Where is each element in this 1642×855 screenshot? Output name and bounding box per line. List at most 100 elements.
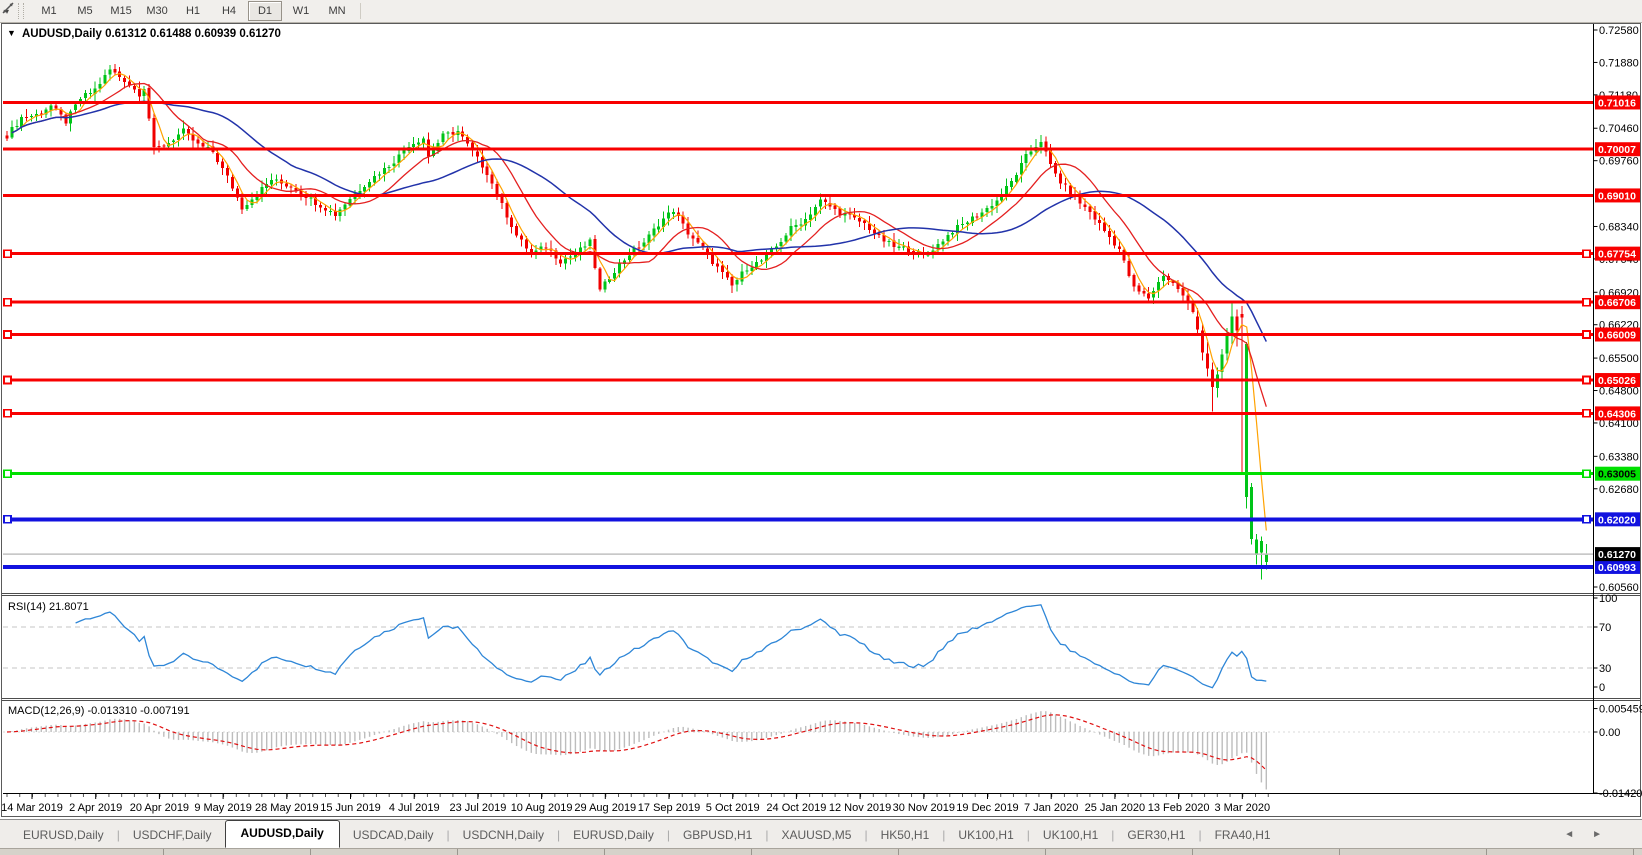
macd-panel: MACD(12,26,9) -0.013310 -0.007191 0.00545…: [3, 704, 1642, 800]
rsi-scale-label: 70: [1599, 622, 1611, 634]
svg-text:0.64306: 0.64306: [1598, 408, 1636, 420]
x-axis-label: 20 Apr 2019: [130, 802, 189, 814]
x-axis-label: 3 Mar 2020: [1214, 802, 1270, 814]
x-axis-label: 12 Nov 2019: [829, 802, 891, 814]
chart-tab-audusd-daily[interactable]: AUDUSD,Daily: [224, 819, 340, 848]
chart-tab-usdchf-daily[interactable]: USDCHF,Daily: [132, 827, 212, 842]
price-label-0.67754: 0.67754: [1595, 246, 1640, 261]
price-label-0.60993: 0.60993: [1595, 559, 1640, 574]
price-label-0.64306: 0.64306: [1595, 406, 1640, 421]
chart-tab-eurusd-daily[interactable]: EURUSD,Daily: [573, 827, 654, 842]
timeframe-button-d1[interactable]: D1: [248, 1, 283, 21]
strip-tick: [163, 849, 164, 855]
chart-tab-xauusd-m5[interactable]: XAUUSD,M5: [781, 827, 852, 842]
tab-separator: |: [864, 827, 868, 842]
x-axis-label: 10 Aug 2019: [511, 802, 573, 814]
chart-tab-gbpusd-h1[interactable]: GBPUSD,H1: [682, 827, 753, 842]
y-axis-label: 0.63380: [1599, 451, 1639, 463]
x-axis-label: 5 Oct 2019: [706, 802, 760, 814]
y-axis-label: 0.64800: [1599, 386, 1639, 398]
time-axis: 14 Mar 2019 2 Apr 2019 20 Apr 2019 9 May 20…: [1, 794, 1270, 814]
svg-text:0.69010: 0.69010: [1598, 190, 1636, 202]
svg-text:0.66009: 0.66009: [1598, 329, 1636, 341]
strip-tick: [1633, 849, 1634, 855]
chart-tab-bar: EURUSD,Daily | USDCHF,Daily AUDUSD,Daily USD…: [0, 819, 1642, 849]
strip-tick: [1045, 849, 1046, 855]
chart-tab-eurusd-daily[interactable]: EURUSD,Daily: [23, 827, 104, 842]
strip-tick: [310, 849, 311, 855]
x-axis-label: 24 Oct 2019: [766, 802, 826, 814]
toolbar-grip[interactable]: [18, 3, 25, 19]
chevron-down-icon[interactable]: ▾: [5, 6, 10, 16]
chart-dropdown-icon[interactable]: ▼: [7, 28, 16, 38]
chart-title: ▼ AUDUSD,Daily 0.61312 0.61488 0.60939 0.…: [7, 28, 281, 40]
tab-scroll-right-icon[interactable]: ►: [1592, 829, 1602, 840]
x-axis-label: 2 Apr 2019: [69, 802, 122, 814]
y-axis-label: 0.68340: [1599, 221, 1639, 233]
rsi-scale-label: 30: [1599, 663, 1611, 675]
y-axis-label: 0.60560: [1599, 582, 1639, 594]
strip-tick: [604, 849, 605, 855]
y-axis-label: 0.69760: [1599, 156, 1639, 168]
x-axis-label: 28 May 2019: [255, 802, 319, 814]
tab-separator: |: [765, 827, 769, 842]
x-axis-label: 25 Jan 2020: [1085, 802, 1146, 814]
timeframe-button-m15[interactable]: M15: [110, 5, 132, 17]
x-axis-label: 17 Sep 2019: [638, 802, 700, 814]
timeframe-button-h1[interactable]: H1: [185, 5, 201, 17]
chart-tab-ger30-h1[interactable]: GER30,H1: [1127, 827, 1186, 842]
chart-tab-fra40-h1[interactable]: FRA40,H1: [1214, 827, 1271, 842]
tab-separator: |: [557, 827, 561, 842]
chart-tab-hk50-h1[interactable]: HK50,H1: [880, 827, 930, 842]
timeframe-button-m5[interactable]: M5: [77, 5, 93, 17]
rsi-scale-label: 100: [1599, 593, 1617, 605]
x-axis-label: 30 Nov 2019: [893, 802, 955, 814]
tab-list: EURUSD,Daily | USDCHF,Daily AUDUSD,Daily USD…: [10, 819, 1284, 848]
tab-separator: |: [1026, 827, 1030, 842]
svg-text:0.67754: 0.67754: [1598, 249, 1636, 261]
x-axis-label: 13 Feb 2020: [1148, 802, 1210, 814]
tab-separator: |: [1198, 827, 1202, 842]
chart-tab-usdcnh-daily[interactable]: USDCNH,Daily: [462, 827, 545, 842]
tab-separator: |: [942, 827, 946, 842]
strip-tick: [898, 849, 899, 855]
x-axis-label: 15 Jun 2019: [320, 802, 381, 814]
chart-tab-uk100-h1[interactable]: UK100,H1: [1042, 827, 1099, 842]
x-axis-label: 14 Mar 2019: [1, 802, 63, 814]
svg-text:0.60993: 0.60993: [1598, 562, 1636, 574]
top-toolbar: ▾ M1 M5 M15 M30 H1 H4 D1 W1 MN: [0, 0, 1642, 23]
slow-ma-line: [11, 100, 1267, 342]
toolbar-separator: [360, 3, 362, 19]
tab-scroll-left-icon[interactable]: ◄: [1564, 829, 1575, 840]
svg-text:0.71016: 0.71016: [1598, 97, 1636, 109]
svg-text:0.61270: 0.61270: [1598, 549, 1636, 561]
price-label-0.71016: 0.71016: [1595, 95, 1640, 110]
tab-separator: |: [446, 827, 450, 842]
timeframe-button-m30[interactable]: M30: [146, 5, 168, 17]
timeframe-button-w1[interactable]: W1: [292, 5, 310, 17]
x-axis-label: 4 Jul 2019: [389, 802, 440, 814]
chart-tab-uk100-h1[interactable]: UK100,H1: [958, 827, 1014, 842]
x-axis-label: 9 May 2019: [194, 802, 251, 814]
macd-scale-label: 0.00: [1599, 727, 1620, 739]
timeframe-buttons: M1 M5 M15 M30 H1 H4 D1 W1 MN: [31, 1, 355, 21]
timeframe-button-mn[interactable]: MN: [328, 5, 346, 17]
timeframe-button-h4[interactable]: H4: [221, 5, 237, 17]
price-label-0.65026: 0.65026: [1595, 373, 1640, 388]
macd-scale-label: 0.005459: [1599, 704, 1642, 716]
current-price-label: 0.61270: [1595, 547, 1640, 562]
strip-tick: [1339, 849, 1340, 855]
x-axis-label: 7 Jan 2020: [1024, 802, 1078, 814]
timeframe-button-m1[interactable]: M1: [41, 5, 57, 17]
macd-scale-label: -0.014204: [1599, 788, 1642, 800]
svg-text:0.63005: 0.63005: [1598, 469, 1636, 481]
y-axis-label: 0.72580: [1599, 25, 1639, 37]
tab-scroller: ◄ ►: [1564, 829, 1642, 840]
rsi-panel: RSI(14) 21.8071 100 70 30 0: [3, 593, 1617, 694]
y-axis-label: 0.62680: [1599, 484, 1639, 496]
chart-tab-usdcad-daily[interactable]: USDCAD,Daily: [352, 827, 434, 842]
y-axis-label: 0.65500: [1599, 353, 1639, 365]
macd-label: MACD(12,26,9) -0.013310 -0.007191: [8, 705, 190, 717]
